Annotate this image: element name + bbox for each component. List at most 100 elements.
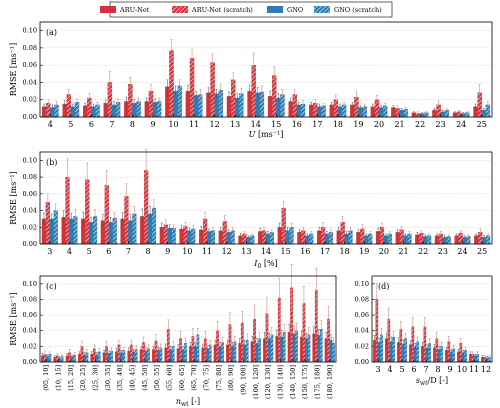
x-tick-label: 20 xyxy=(379,247,389,256)
error-bar xyxy=(243,339,246,350)
error-bar xyxy=(48,351,51,357)
error-bar xyxy=(108,350,111,356)
error-bar xyxy=(215,89,218,98)
error-bar xyxy=(409,340,412,349)
error-bar xyxy=(338,103,341,110)
error-bar xyxy=(98,348,101,355)
error-bar xyxy=(154,334,157,348)
x-tick-label: (50, 55] xyxy=(153,365,161,391)
error-bar xyxy=(241,310,244,335)
error-bar xyxy=(295,322,298,339)
x-tick-label: (80, 90] xyxy=(227,365,235,391)
error-bar xyxy=(462,112,465,115)
error-bar xyxy=(474,103,477,110)
error-bar xyxy=(251,233,254,238)
error-bar xyxy=(219,342,222,351)
x-tick-label: 11 xyxy=(189,120,199,129)
y-tick-label: 0.06 xyxy=(355,311,369,319)
error-bar xyxy=(445,108,448,112)
x-tick-label: (05, 10] xyxy=(42,365,50,391)
error-bar xyxy=(73,352,76,358)
error-bar xyxy=(50,213,53,224)
x-tick-label: 25 xyxy=(477,247,487,256)
x-tick-label: (40, 45] xyxy=(129,365,137,391)
error-bar xyxy=(464,346,467,354)
error-bar xyxy=(268,332,271,345)
error-bar xyxy=(85,349,88,356)
error-bar xyxy=(247,235,250,239)
x-tick-label: (140, 150] xyxy=(289,365,297,399)
error-bar xyxy=(378,338,381,347)
x-tick-label: 12 xyxy=(481,365,491,374)
error-bar xyxy=(105,341,108,352)
error-bar xyxy=(439,231,442,237)
error-bar xyxy=(416,336,419,347)
error-bar xyxy=(90,216,93,228)
error-bar xyxy=(68,349,71,356)
error-bar xyxy=(474,353,477,358)
error-bar xyxy=(92,103,95,110)
error-bar xyxy=(397,337,400,348)
x-tick-label: 9 xyxy=(165,247,170,256)
error-bar xyxy=(211,227,214,234)
error-bar xyxy=(133,206,136,222)
error-bar xyxy=(135,345,138,354)
y-tick-label: 0.02 xyxy=(355,342,369,350)
error-bar xyxy=(137,97,140,105)
y-tick-label: 0.10 xyxy=(23,27,37,35)
error-bar xyxy=(277,93,280,103)
error-bar xyxy=(441,109,444,114)
x-tick-label: 4 xyxy=(387,365,392,374)
error-bar xyxy=(327,306,330,332)
legend-label: GNO (scratch) xyxy=(334,6,382,14)
y-axis-label: RMSE [ms⁻¹] xyxy=(9,171,18,224)
plot-frame xyxy=(371,275,493,363)
error-bar xyxy=(110,347,113,355)
error-bar xyxy=(93,344,96,353)
error-bar xyxy=(371,103,374,110)
x-label-symbol: n xyxy=(176,397,181,406)
error-bar xyxy=(447,234,450,239)
error-bar xyxy=(357,229,360,235)
error-bar xyxy=(105,170,108,201)
error-bar xyxy=(160,222,163,232)
error-bar xyxy=(288,324,291,341)
error-bar xyxy=(269,90,272,102)
x-axis-label: I0 [%] xyxy=(253,259,277,270)
error-bar xyxy=(46,193,49,211)
x-tick-label: 14 xyxy=(261,247,271,256)
y-tick-label: 0.08 xyxy=(23,295,37,303)
error-bar xyxy=(396,229,399,235)
error-bar xyxy=(130,339,133,350)
error-bar xyxy=(322,102,325,109)
y-tick-label: 0.10 xyxy=(23,156,37,164)
error-bar xyxy=(479,228,482,236)
error-bar xyxy=(428,338,431,348)
x-tick-label: 5 xyxy=(399,365,404,374)
x-label-unit: /D [-] xyxy=(428,376,449,385)
y-tick-label: 0.08 xyxy=(23,173,37,181)
error-bar xyxy=(315,267,318,312)
error-bar xyxy=(428,233,431,238)
x-tick-label: 24 xyxy=(456,120,466,129)
error-bar xyxy=(206,345,209,352)
error-bar xyxy=(108,70,111,94)
error-bar xyxy=(375,283,378,316)
error-bar xyxy=(236,93,239,103)
error-bar xyxy=(306,233,309,238)
error-bar xyxy=(443,235,446,239)
error-bar xyxy=(113,211,116,224)
error-bar xyxy=(385,332,388,345)
error-bar xyxy=(458,109,461,114)
x-tick-label: 22 xyxy=(418,247,428,256)
y-tick-label: 0.00 xyxy=(23,240,37,248)
y-tick-label: 0.06 xyxy=(23,190,37,198)
error-bar xyxy=(310,231,313,237)
error-bar xyxy=(129,77,132,92)
error-bar xyxy=(297,102,300,108)
error-bar xyxy=(117,98,120,106)
error-bar xyxy=(192,225,195,233)
error-bar xyxy=(375,95,378,105)
error-bar xyxy=(238,338,241,348)
error-bar xyxy=(147,344,150,353)
